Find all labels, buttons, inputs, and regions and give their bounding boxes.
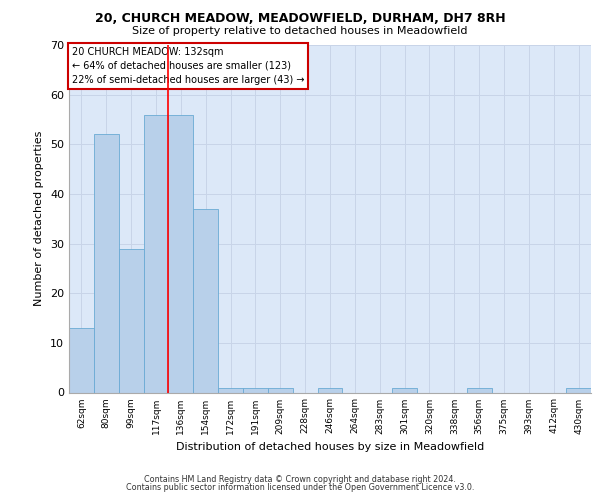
X-axis label: Distribution of detached houses by size in Meadowfield: Distribution of detached houses by size … (176, 442, 484, 452)
Bar (243, 388, 268, 392)
Bar (218, 388, 243, 392)
Bar (193, 209, 218, 392)
Text: Contains public sector information licensed under the Open Government Licence v3: Contains public sector information licen… (126, 484, 474, 492)
Bar (467, 388, 491, 392)
Bar (94, 134, 119, 392)
Bar (317, 388, 343, 392)
Text: Contains HM Land Registry data © Crown copyright and database right 2024.: Contains HM Land Registry data © Crown c… (144, 475, 456, 484)
Bar (169, 114, 193, 392)
Y-axis label: Number of detached properties: Number of detached properties (34, 131, 44, 306)
Bar (268, 388, 293, 392)
Bar (119, 248, 143, 392)
Text: 20 CHURCH MEADOW: 132sqm
← 64% of detached houses are smaller (123)
22% of semi-: 20 CHURCH MEADOW: 132sqm ← 64% of detach… (71, 46, 304, 84)
Bar (143, 114, 169, 392)
Bar (69, 328, 94, 392)
Text: 20, CHURCH MEADOW, MEADOWFIELD, DURHAM, DH7 8RH: 20, CHURCH MEADOW, MEADOWFIELD, DURHAM, … (95, 12, 505, 26)
Bar (566, 388, 591, 392)
Text: Size of property relative to detached houses in Meadowfield: Size of property relative to detached ho… (132, 26, 468, 36)
Bar (392, 388, 417, 392)
